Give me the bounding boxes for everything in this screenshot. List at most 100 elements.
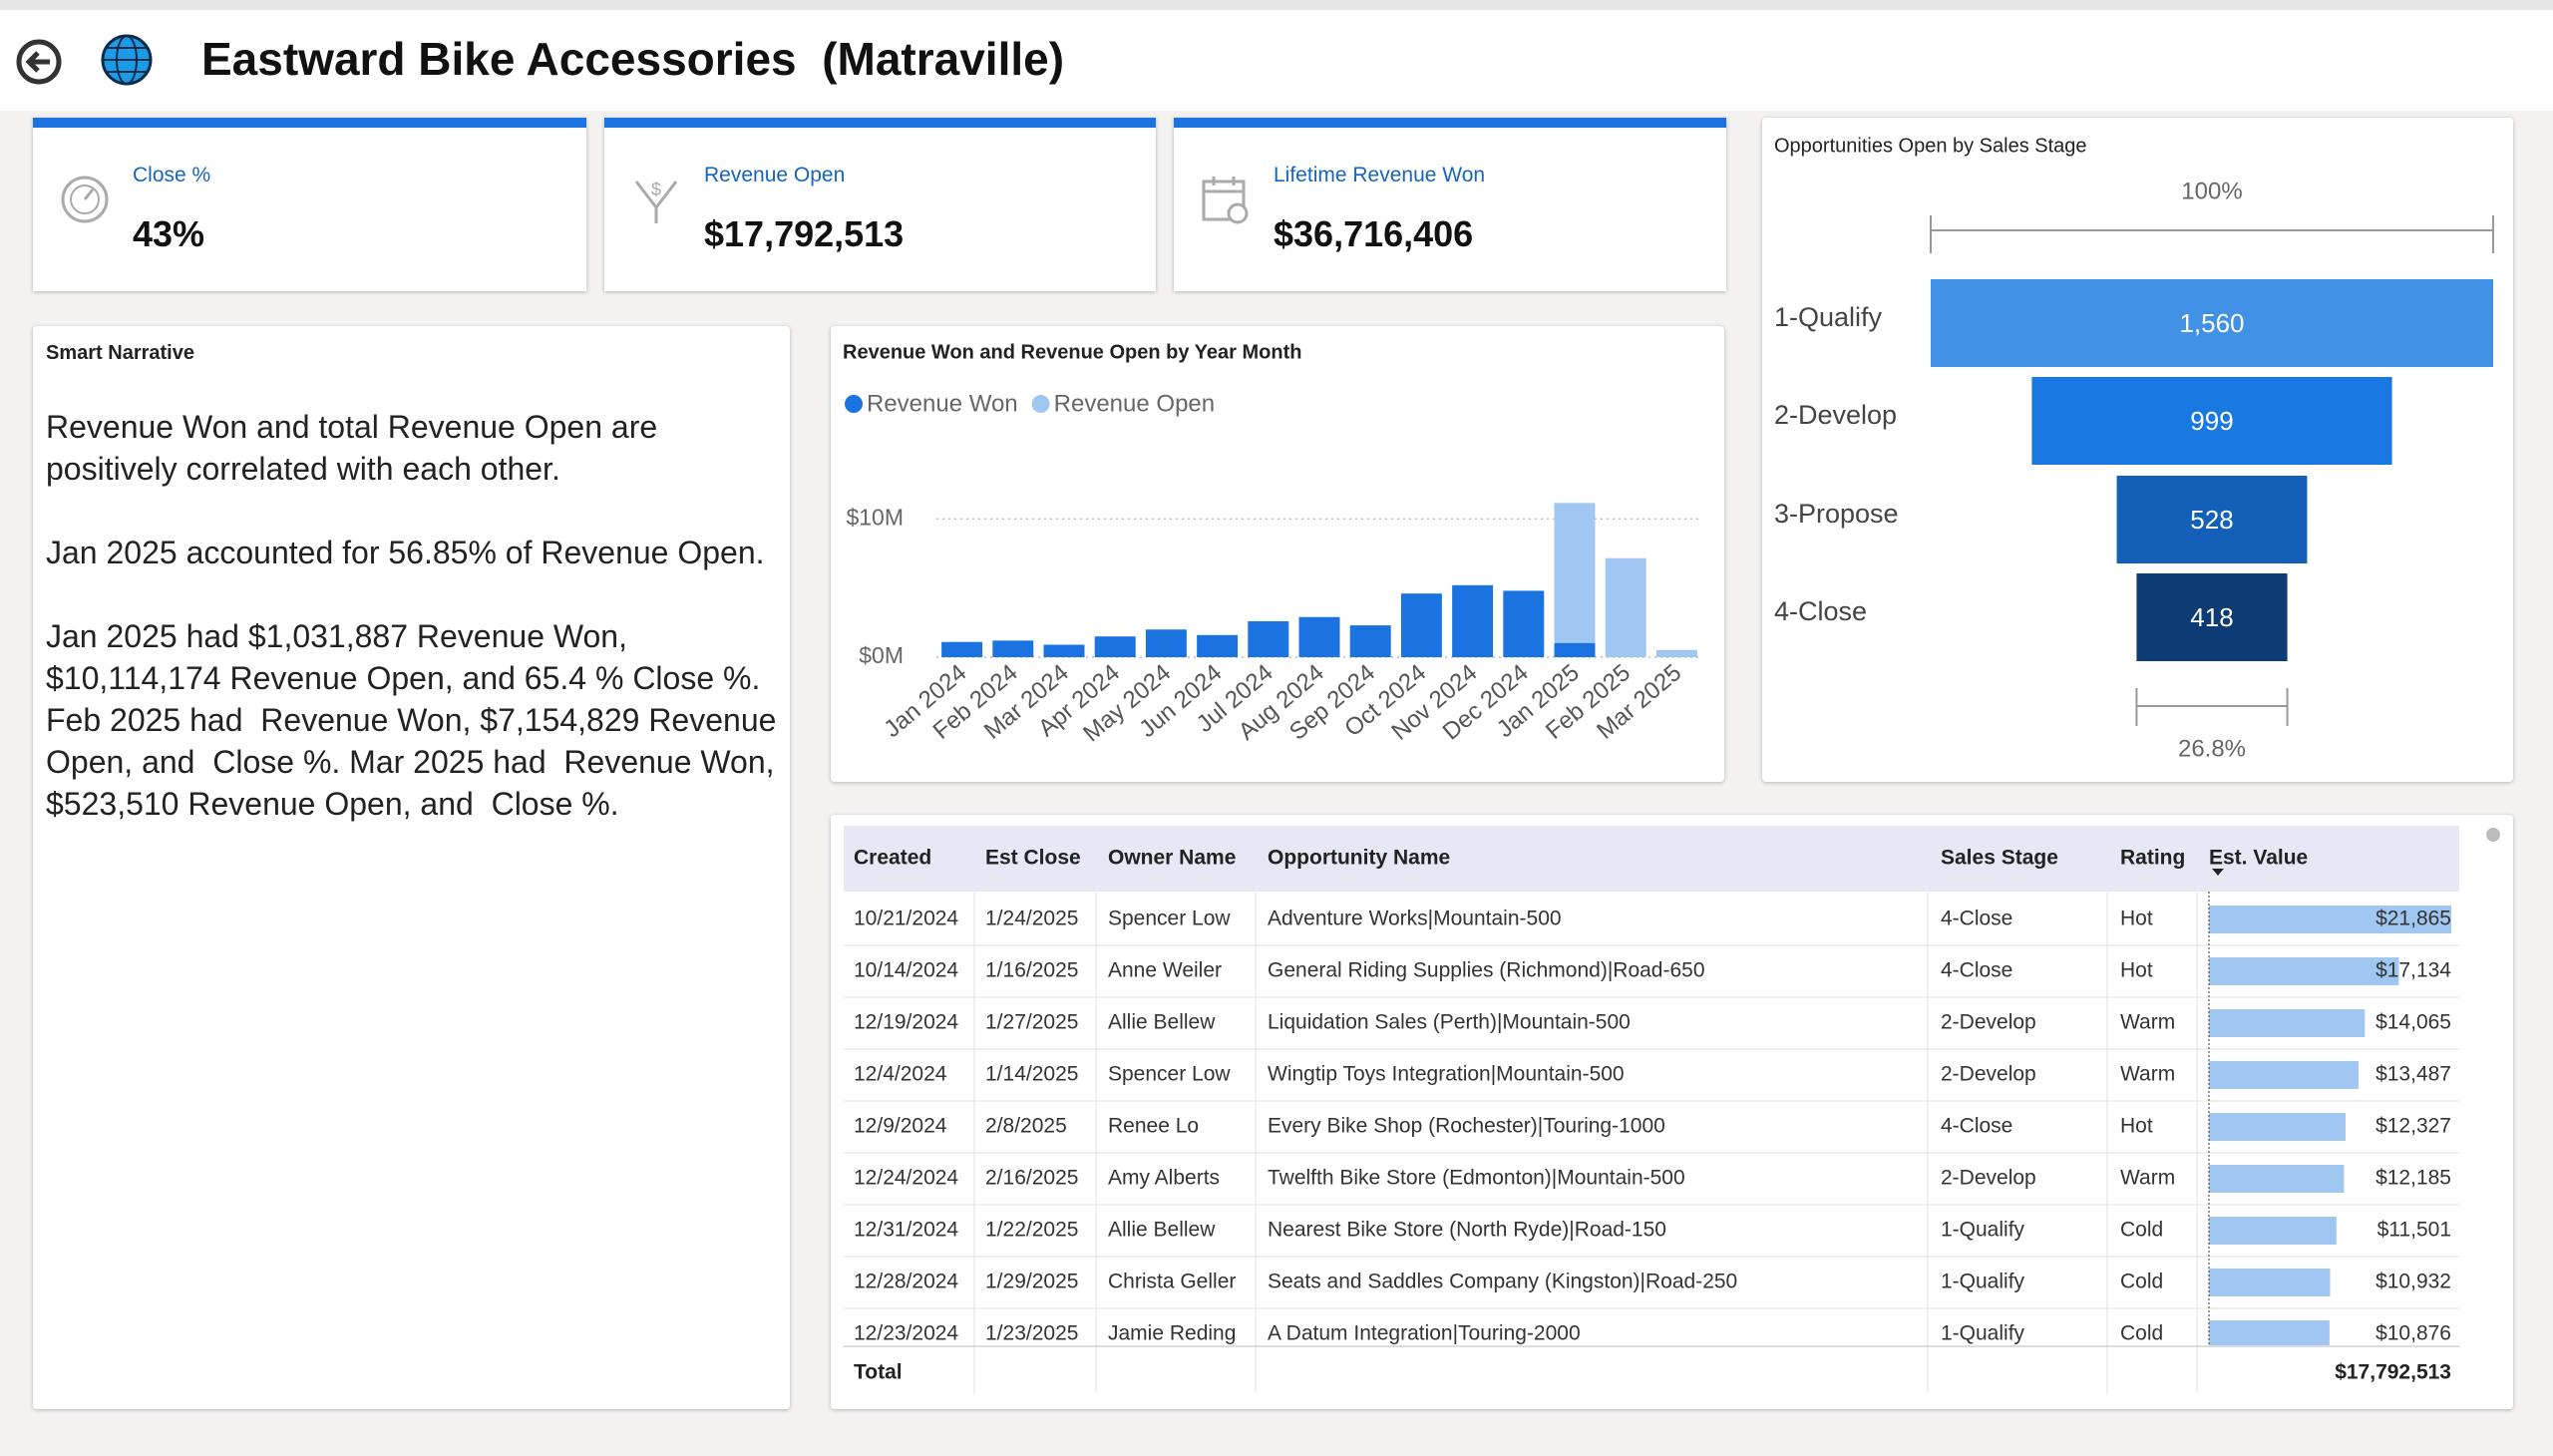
table-cell: 1/23/2025	[985, 1322, 1078, 1345]
table-cell-value: $10,932	[2375, 1271, 2451, 1293]
table-cell: 1/22/2025	[985, 1219, 1078, 1242]
bar-segment	[1452, 584, 1494, 657]
table-cell: 12/4/2024	[854, 1063, 947, 1086]
kpi-label: Revenue Open	[704, 164, 846, 186]
value-bar	[2209, 1165, 2345, 1193]
table-cell: 4-Close	[1941, 908, 2012, 930]
table-cell-value: $10,876	[2375, 1322, 2451, 1345]
back-button[interactable]	[10, 32, 70, 92]
chart-title: Opportunities Open by Sales Stage	[1774, 135, 2087, 157]
table-cell: 1/14/2025	[985, 1063, 1078, 1086]
bar-segment	[992, 640, 1034, 657]
funnel-value-label: 528	[2190, 505, 2233, 535]
table-cell: 10/21/2024	[854, 908, 958, 930]
kpi-card: Close % 43%	[33, 118, 586, 291]
table-cell: General Riding Supplies (Richmond)|Road-…	[1268, 959, 1705, 982]
table-cell: Christa Geller	[1108, 1271, 1236, 1293]
table-cell: 1-Qualify	[1941, 1271, 2025, 1293]
table-cell-value: $14,065	[2375, 1011, 2451, 1034]
funnel-value-label: 418	[2190, 602, 2233, 632]
bar-chart: Revenue Won and Revenue Open by Year Mon…	[843, 341, 1702, 747]
value-bar	[2209, 1320, 2330, 1345]
bar-segment	[941, 641, 983, 657]
column-header: Sales Stage	[1941, 847, 2058, 870]
table-cell: Jamie Reding	[1108, 1322, 1236, 1345]
narrative-text: Revenue Won and total Revenue Open are p…	[46, 406, 794, 867]
table-body: 10/21/2024 1/24/2025 Spencer Low Adventure …	[844, 906, 2459, 1345]
table-cell: 1/16/2025	[985, 959, 1078, 982]
scrollbar-thumb	[2486, 828, 2500, 842]
header: Eastward Bike Accessories (Matraville)	[0, 10, 2553, 111]
bar-segment	[1554, 503, 1596, 643]
table-cell: 12/9/2024	[854, 1115, 947, 1138]
bar-segment	[1605, 557, 1646, 657]
table-cell: 2/8/2025	[985, 1115, 1067, 1138]
narrative-paragraph: Revenue Won and total Revenue Open are p…	[46, 409, 667, 487]
table-cell: Amy Alberts	[1108, 1167, 1220, 1190]
bar-chart-card: Revenue Won and Revenue Open by Year Mon…	[831, 326, 1724, 782]
table-cell: 1-Qualify	[1941, 1322, 2025, 1345]
column-header: Est Close	[985, 847, 1081, 870]
bar-segment	[1554, 642, 1596, 657]
value-bar	[2209, 1061, 2359, 1089]
value-bar	[2209, 957, 2399, 985]
table-cell-value: $12,327	[2375, 1115, 2451, 1138]
table-cell: Hot	[2120, 959, 2153, 982]
narrative-paragraph: Jan 2025 had $1,031,887 Revenue Won, $10…	[46, 618, 786, 822]
table-cell: 1-Qualify	[1941, 1219, 2025, 1242]
table-cell: 4-Close	[1941, 959, 2012, 982]
globe-icon	[101, 34, 153, 86]
table-cell: Seats and Saddles Company (Kingston)|Roa…	[1268, 1271, 1737, 1293]
table-cell: 2-Develop	[1941, 1011, 2036, 1034]
funnel-bracket	[1930, 215, 2494, 253]
table-cell: Spencer Low	[1108, 1063, 1231, 1086]
table-card: Created Est Close Owner Name Opportunity Na…	[831, 815, 2513, 1409]
legend-label: Revenue Won	[867, 390, 1018, 417]
total-label: Total	[854, 1361, 903, 1384]
table-cell: Hot	[2120, 1115, 2153, 1138]
table-cell: A Datum Integration|Touring-2000	[1268, 1322, 1581, 1345]
table-cell-value: $13,487	[2375, 1063, 2451, 1086]
svg-text:$: $	[651, 180, 661, 199]
y-tick-label: $0M	[859, 642, 904, 668]
table-cell: Cold	[2120, 1219, 2163, 1242]
kpi-label: Lifetime Revenue Won	[1274, 164, 1486, 186]
table-cell: 2-Develop	[1941, 1063, 2036, 1086]
table-cell: 4-Close	[1941, 1115, 2012, 1138]
funnel-value-label: 999	[2190, 406, 2233, 436]
bar-segment	[1248, 620, 1289, 657]
table-cell: Cold	[2120, 1271, 2163, 1293]
bar-segment	[1145, 629, 1187, 657]
table-cell: Warm	[2120, 1011, 2175, 1034]
table-cell-value: $11,501	[2377, 1219, 2451, 1242]
table-cell: 1/29/2025	[985, 1271, 1078, 1293]
table-cell: Liquidation Sales (Perth)|Mountain-500	[1268, 1011, 1631, 1034]
table-cell: Anne Weiler	[1108, 959, 1222, 982]
table-cell-value: $12,185	[2375, 1167, 2451, 1190]
value-bar	[2209, 1113, 2346, 1141]
value-bar	[2209, 1269, 2331, 1296]
table-cell: Warm	[2120, 1167, 2175, 1190]
funnel-bottom-label: 26.8%	[2178, 735, 2246, 762]
legend-marker	[845, 395, 863, 413]
funnel-chart: Opportunities Open by Sales Stage 100% 1-Q…	[1774, 135, 2494, 762]
table-cell-value: $17,134	[2375, 959, 2451, 982]
table-cell: Twelfth Bike Store (Edmonton)|Mountain-5…	[1268, 1167, 1685, 1190]
total-value: $17,792,513	[2335, 1361, 2451, 1384]
column-header: Opportunity Name	[1268, 847, 1450, 870]
bar-segment	[1043, 644, 1085, 657]
column-header: Created	[854, 847, 931, 870]
table-cell: 1/24/2025	[985, 908, 1078, 930]
kpi-value: 43%	[133, 213, 205, 254]
table-header	[844, 826, 2459, 892]
bar-segment	[1400, 593, 1442, 657]
table-cell: 12/23/2024	[854, 1322, 958, 1345]
page-title: Eastward Bike Accessories (Matraville)	[201, 33, 1065, 85]
kpi-card: Lifetime Revenue Won $36,716,406	[1174, 118, 1726, 291]
funnel-bracket	[2135, 688, 2289, 726]
column-header: Rating	[2120, 847, 2185, 870]
kpi-card: $ Revenue Open $17,792,513	[604, 118, 1156, 291]
narrative-paragraph: Jan 2025 accounted for 56.85% of Revenue…	[46, 535, 765, 570]
top-strip	[0, 0, 2553, 10]
table-cell: Allie Bellew	[1108, 1219, 1216, 1242]
